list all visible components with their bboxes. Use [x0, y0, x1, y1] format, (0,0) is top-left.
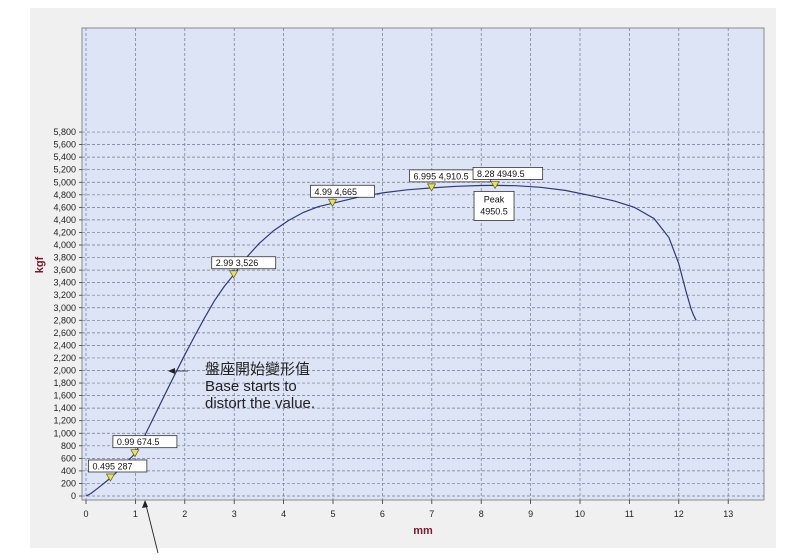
x-tick-label: 5	[330, 509, 335, 519]
y-tick-label: 800	[61, 441, 76, 451]
y-axis-ticks: 0 200 400 600 800 1,000 1,200 1,400 1,600 1,800 2,…	[53, 127, 82, 501]
y-tick-label: 4,400	[53, 215, 76, 225]
y-tick-label: 2,200	[53, 353, 76, 363]
x-tick-label: 2	[182, 509, 187, 519]
data-label: 4.99 4,665	[315, 187, 358, 197]
y-tick-label: 2,600	[53, 328, 76, 338]
y-tick-label: 4,200	[53, 227, 76, 237]
y-tick-label: 4,600	[53, 202, 76, 212]
data-label: 6.995 4,910.5	[414, 171, 469, 181]
peak-label-line: Peak	[484, 194, 505, 204]
x-tick-label: 1	[133, 509, 138, 519]
x-tick-label: 8	[479, 509, 484, 519]
x-tick-label: 6	[380, 509, 385, 519]
y-tick-label: 400	[61, 466, 76, 476]
x-tick-label: 11	[625, 509, 634, 519]
y-tick-label: 3,200	[53, 290, 76, 300]
y-tick-label: 0	[71, 491, 76, 501]
y-tick-label: 2,000	[53, 366, 76, 376]
annotation-text: 盤座開始變形值	[205, 361, 310, 378]
y-tick-label: 5,400	[53, 152, 76, 162]
plot-area	[81, 27, 765, 501]
y-tick-label: 3,600	[53, 265, 76, 275]
peak-label: Peak 4950.5	[473, 191, 515, 221]
annotation-text: Base starts to	[205, 378, 297, 395]
annotation-pointer-arrowhead	[142, 500, 148, 508]
data-point-marker	[327, 198, 338, 207]
data-label-box	[88, 459, 148, 473]
y-tick-label: 200	[61, 478, 76, 488]
data-label: 8.28 4949.5	[477, 169, 525, 179]
y-tick-label: 1,600	[53, 391, 76, 401]
peak-label-box	[473, 191, 515, 221]
data-label: 2.99 3,526	[216, 258, 259, 268]
y-tick-label: 1,400	[53, 403, 76, 413]
data-point-marker	[130, 449, 140, 458]
annotation-arrowhead	[168, 368, 175, 374]
data-label: 0.495 287	[92, 461, 132, 471]
x-tick-label: 0	[83, 509, 88, 519]
data-label-box	[310, 184, 375, 198]
y-tick-label: 5,200	[53, 165, 76, 175]
data-label-box	[472, 167, 544, 180]
data-point-marker	[490, 181, 500, 190]
series-line	[85, 184, 697, 497]
x-tick-label: 10	[575, 509, 585, 519]
y-tick-label: 5,600	[53, 140, 76, 150]
y-tick-label: 2,800	[53, 315, 76, 325]
data-point-marker	[426, 183, 437, 192]
data-label-box	[211, 256, 277, 270]
data-label-box	[112, 435, 178, 449]
y-tick-label: 2,400	[53, 340, 76, 350]
x-tick-label: 12	[674, 509, 684, 519]
x-tick-label: 7	[429, 509, 434, 519]
y-tick-label: 600	[61, 453, 76, 463]
data-point-labels: 0.495 287 0.99 674.5 2.99 3,526 4.99 4,665 6…	[88, 167, 544, 473]
y-tick-label: 4,000	[53, 240, 76, 250]
x-axis-ticks: 0 1 2 3 4 5 6 7 8 9 10 11 12 13	[83, 500, 733, 519]
peak-label-line: 4950.5	[480, 206, 508, 216]
data-label: 0.99 674.5	[117, 437, 160, 447]
x-axis-title: mm	[413, 525, 433, 537]
data-point-marker	[229, 270, 239, 279]
y-tick-label: 1,800	[53, 378, 76, 388]
data-point-markers	[105, 181, 500, 482]
y-tick-label: 5,800	[53, 127, 76, 137]
x-tick-label: 4	[281, 509, 286, 519]
x-tick-label: 13	[723, 509, 733, 519]
x-tick-label: 9	[528, 509, 533, 519]
data-point-marker	[105, 473, 116, 482]
y-tick-label: 1,000	[53, 428, 76, 438]
y-tick-label: 3,000	[53, 303, 76, 313]
y-tick-label: 1,200	[53, 416, 76, 426]
y-tick-label: 4,800	[53, 190, 76, 200]
y-axis-title: kgf	[34, 256, 46, 273]
y-tick-label: 3,400	[53, 278, 76, 288]
y-tick-label: 3,800	[53, 253, 76, 263]
x-tick-label: 3	[232, 509, 237, 519]
annotation-text: distort the value.	[205, 395, 315, 412]
y-tick-label: 5,000	[53, 177, 76, 187]
annotation-pointer-line	[145, 504, 159, 554]
